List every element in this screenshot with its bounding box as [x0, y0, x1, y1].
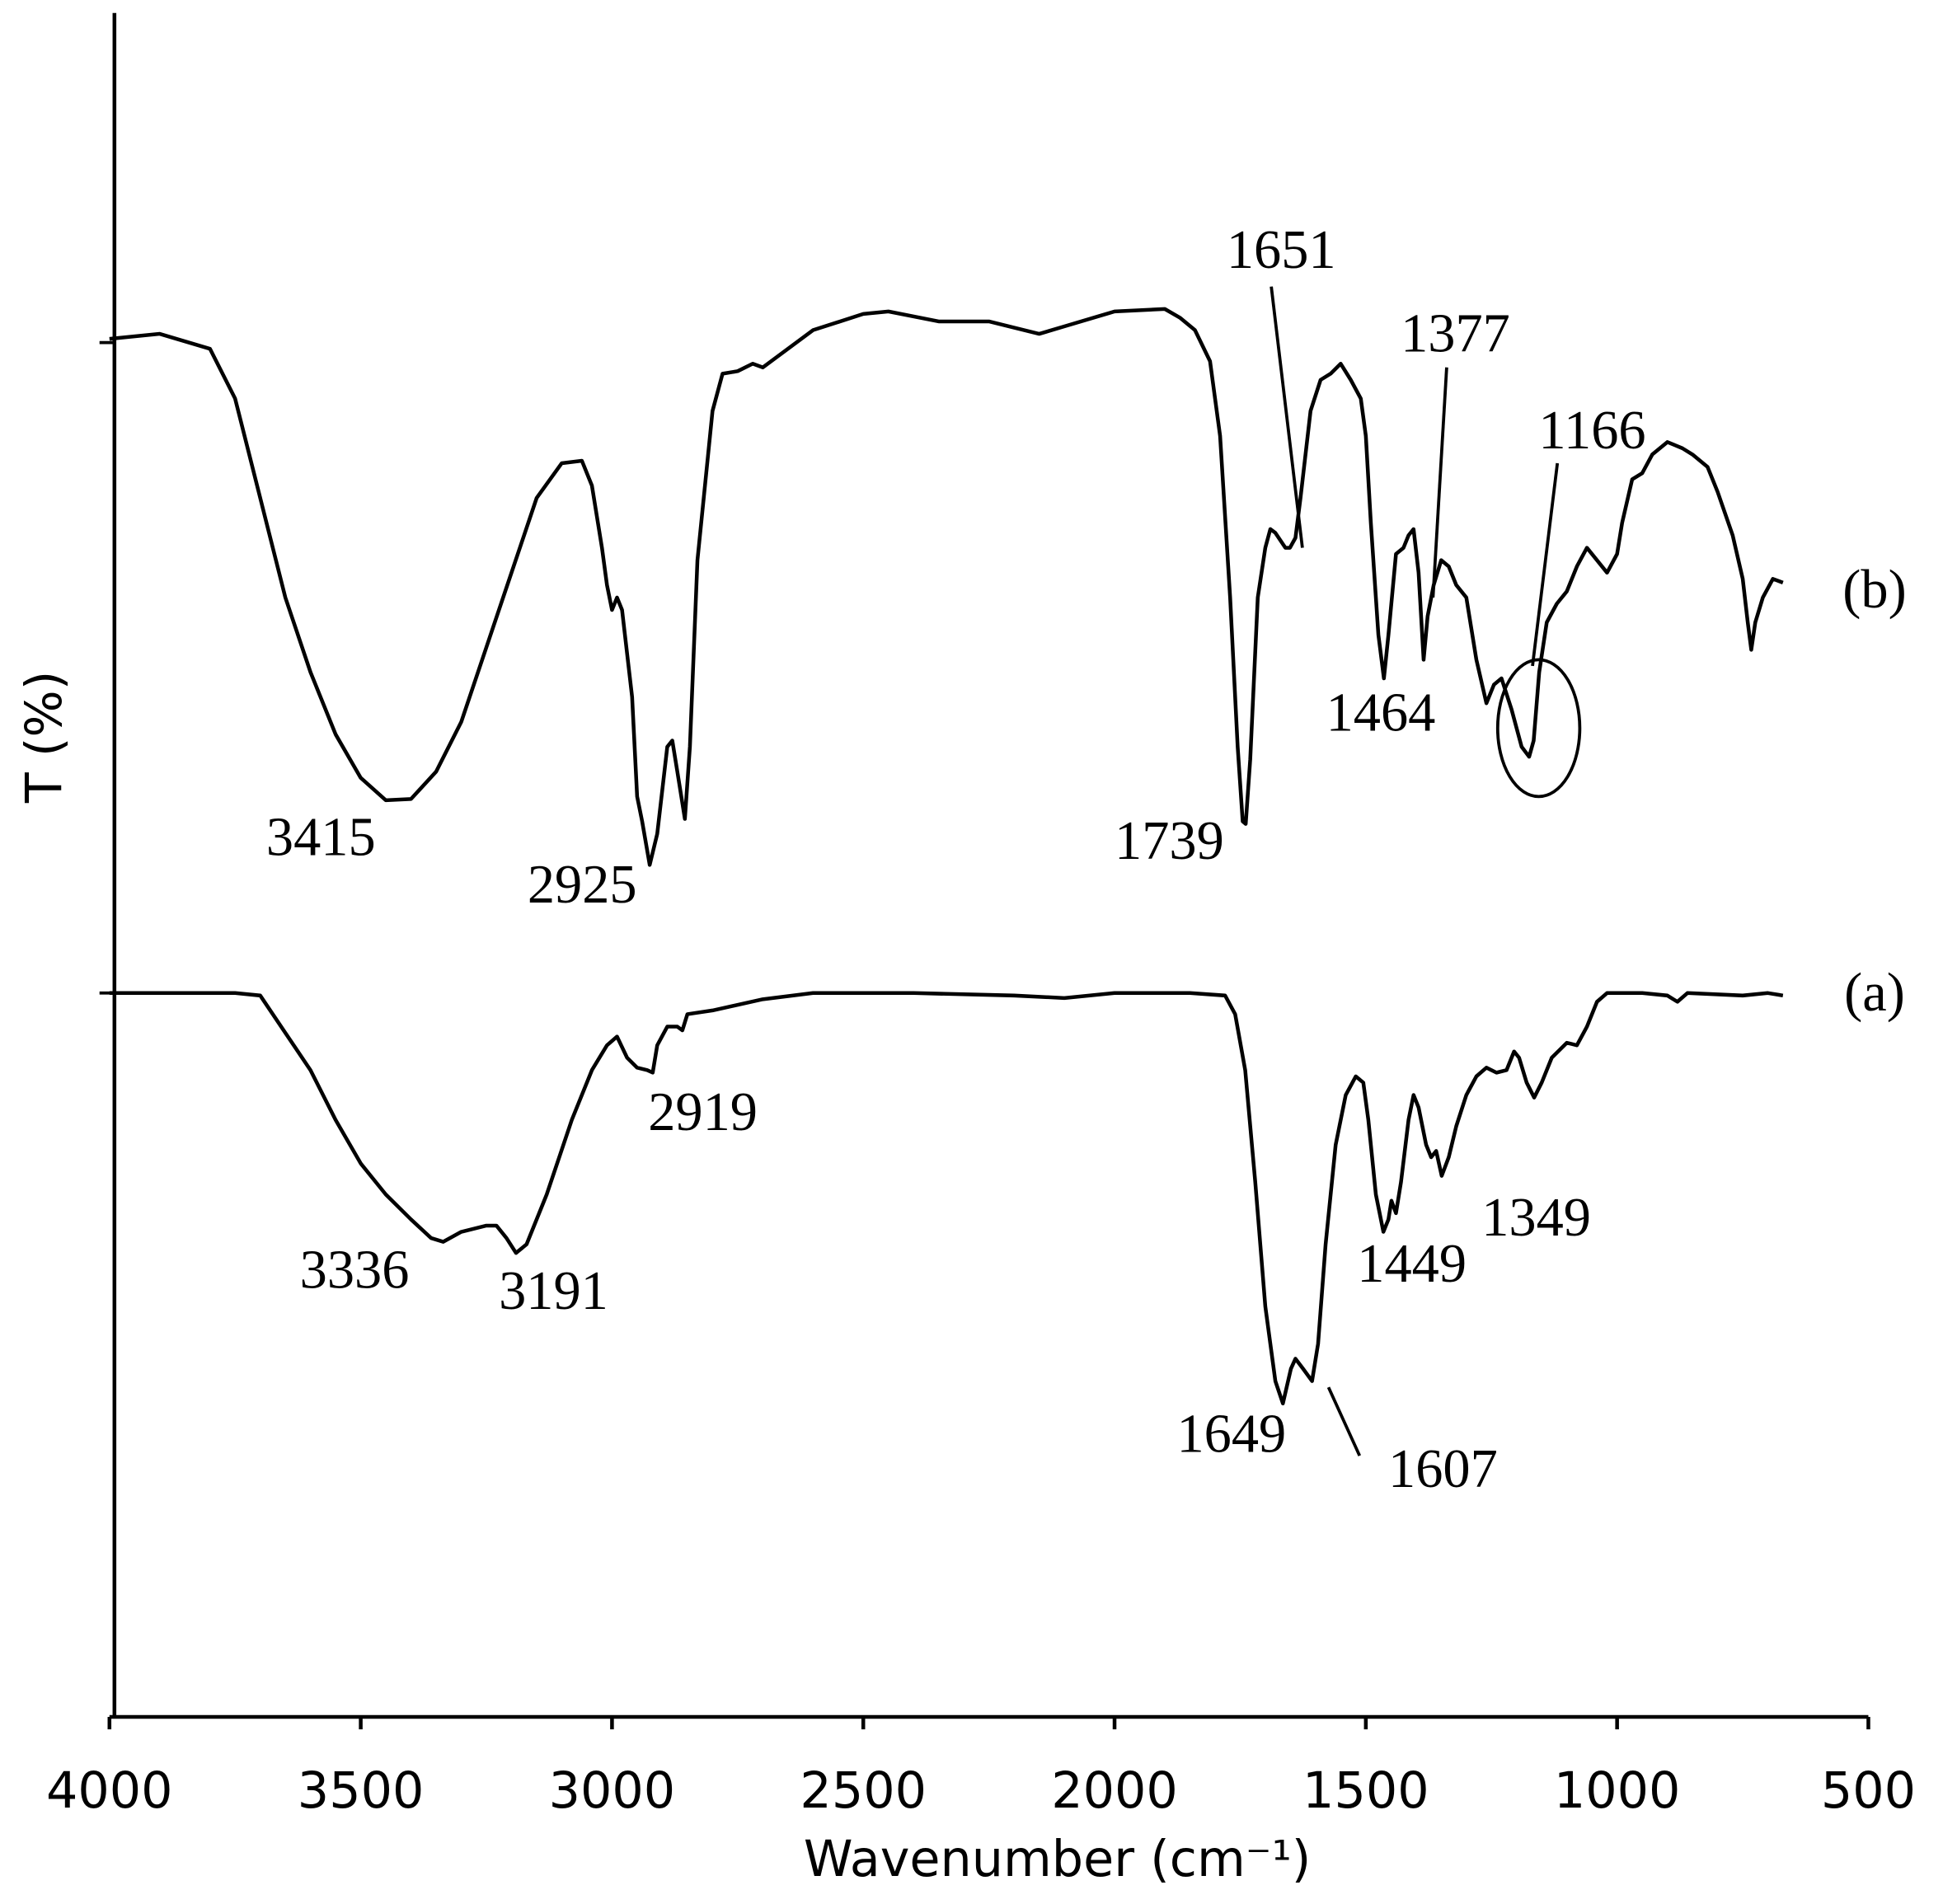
y-axis-title: T (%)	[16, 671, 73, 804]
x-tick-label: 3000	[549, 1762, 676, 1820]
peak-label: 3336	[300, 1240, 410, 1301]
peak-label: 2925	[528, 855, 637, 915]
leader-line	[1270, 286, 1304, 548]
peak-label: 1464	[1326, 683, 1436, 743]
highlight-ellipse	[1495, 658, 1582, 799]
leader-line	[1431, 367, 1448, 598]
series-label: (a)	[1844, 963, 1905, 1023]
leader-line	[1531, 462, 1560, 667]
leader-line	[1326, 1386, 1362, 1456]
spectrum-line	[109, 307, 1784, 867]
peak-label: 1651	[1227, 220, 1336, 280]
peak-label: 3415	[266, 807, 376, 867]
series-label: (b)	[1842, 560, 1906, 620]
leader-lines	[99, 286, 1582, 1456]
peak-label: 3191	[499, 1261, 608, 1321]
peak-label: 1607	[1388, 1439, 1498, 1499]
x-tick-label: 2000	[1051, 1762, 1178, 1820]
peak-label: 1166	[1538, 401, 1645, 461]
peak-label: 1349	[1481, 1188, 1591, 1248]
x-tick-label: 2500	[800, 1762, 927, 1820]
peak-label: 1739	[1115, 811, 1224, 871]
x-tick-label: 3500	[298, 1762, 425, 1820]
peak-label: 1449	[1357, 1234, 1467, 1294]
x-tick-label: 1500	[1302, 1762, 1429, 1820]
x-tick-label: 1000	[1554, 1762, 1681, 1820]
peak-label: 2919	[648, 1082, 758, 1142]
peak-label: 1649	[1176, 1405, 1286, 1465]
x-tick-label: 4000	[46, 1762, 173, 1820]
x-tick-label: 500	[1821, 1762, 1916, 1820]
peak-label: 1377	[1401, 303, 1510, 363]
x-axis-title: Wavenumber (cm⁻¹)	[804, 1831, 1311, 1888]
spectrum-line	[109, 991, 1784, 1406]
